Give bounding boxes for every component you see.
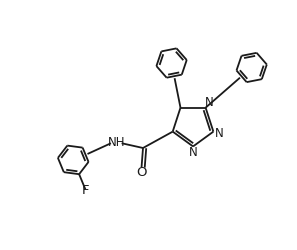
Text: N: N	[189, 146, 198, 159]
Text: F: F	[82, 184, 89, 197]
Text: N: N	[205, 96, 214, 109]
Text: NH: NH	[108, 136, 125, 148]
Text: O: O	[136, 166, 147, 179]
Text: N: N	[215, 127, 223, 140]
